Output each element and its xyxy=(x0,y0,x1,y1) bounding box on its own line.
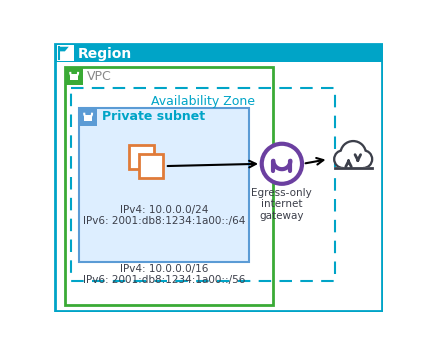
FancyBboxPatch shape xyxy=(55,44,382,62)
Polygon shape xyxy=(59,47,69,51)
Text: Private subnet: Private subnet xyxy=(102,110,205,123)
Text: Region: Region xyxy=(78,47,132,61)
Circle shape xyxy=(334,151,351,168)
Text: Availability Zone: Availability Zone xyxy=(151,95,255,108)
Circle shape xyxy=(343,159,356,172)
FancyBboxPatch shape xyxy=(65,67,83,85)
FancyBboxPatch shape xyxy=(330,167,377,178)
FancyBboxPatch shape xyxy=(79,107,249,261)
Text: VPC: VPC xyxy=(87,69,112,82)
Circle shape xyxy=(350,158,364,172)
Circle shape xyxy=(342,142,365,165)
Circle shape xyxy=(341,141,366,166)
FancyBboxPatch shape xyxy=(84,114,92,121)
Circle shape xyxy=(262,144,302,184)
Circle shape xyxy=(356,152,371,167)
FancyBboxPatch shape xyxy=(57,45,74,61)
Text: IPv6: 2001:db8:1234:1a00::/64: IPv6: 2001:db8:1234:1a00::/64 xyxy=(83,216,245,226)
Text: IPv4: 10.0.0.0/16: IPv4: 10.0.0.0/16 xyxy=(120,264,208,274)
FancyBboxPatch shape xyxy=(138,154,163,178)
FancyBboxPatch shape xyxy=(129,145,154,169)
FancyBboxPatch shape xyxy=(79,107,98,126)
FancyBboxPatch shape xyxy=(70,74,78,80)
Circle shape xyxy=(335,152,351,167)
Circle shape xyxy=(355,151,372,168)
FancyBboxPatch shape xyxy=(55,44,382,311)
Circle shape xyxy=(343,158,356,172)
FancyBboxPatch shape xyxy=(65,67,273,305)
Text: IPv6: 2001:db8:1234:1a00::/56: IPv6: 2001:db8:1234:1a00::/56 xyxy=(83,275,245,285)
Circle shape xyxy=(351,159,363,172)
Text: Egress-only
internet
gateway: Egress-only internet gateway xyxy=(251,188,312,221)
Text: IPv4: 10.0.0.0/24: IPv4: 10.0.0.0/24 xyxy=(120,205,208,215)
